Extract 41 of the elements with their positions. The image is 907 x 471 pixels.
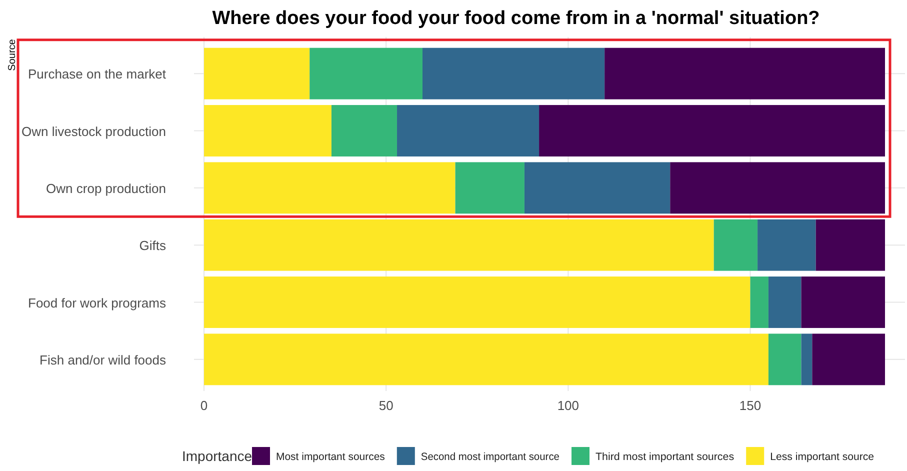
bar bbox=[204, 105, 332, 156]
y-tick-label: Gifts bbox=[139, 238, 166, 254]
legend-label: Second most important source bbox=[420, 451, 564, 463]
y-tick-label: Food for work programs bbox=[28, 295, 166, 310]
legend-label: Less important source bbox=[770, 451, 874, 463]
bar bbox=[204, 276, 750, 328]
bar bbox=[204, 48, 310, 100]
chart-title: Where does your food your food come from in a 'normal' situation? bbox=[212, 8, 820, 29]
y-tick-label: Own crop production bbox=[46, 180, 166, 196]
bar bbox=[524, 162, 670, 214]
bar bbox=[750, 276, 768, 328]
bar bbox=[816, 219, 885, 271]
bar bbox=[331, 105, 398, 156]
bar bbox=[801, 334, 812, 386]
bar bbox=[604, 48, 885, 100]
x-tick-label: 100 bbox=[557, 398, 580, 413]
y-tick-label: Purchase on the market bbox=[28, 66, 166, 82]
bar bbox=[714, 219, 758, 271]
bar bbox=[455, 162, 524, 214]
bar bbox=[801, 276, 885, 328]
y-axis-title: Source bbox=[7, 38, 18, 71]
bar bbox=[670, 162, 885, 214]
bar bbox=[422, 48, 605, 100]
legend-label: Most important sources bbox=[276, 451, 386, 463]
bar bbox=[204, 219, 714, 271]
x-tick-label: 0 bbox=[200, 398, 208, 413]
y-tick-label: Fish and/or wild foods bbox=[40, 352, 166, 368]
legend-label: Third most important sources bbox=[596, 451, 734, 463]
bar bbox=[397, 105, 540, 156]
bar bbox=[310, 48, 423, 100]
x-tick-label: 50 bbox=[378, 398, 394, 413]
bar bbox=[204, 334, 768, 386]
bar bbox=[758, 219, 816, 271]
bar bbox=[539, 105, 885, 156]
bar bbox=[768, 276, 802, 328]
x-tick-label: 150 bbox=[739, 398, 762, 413]
legend-title: Importance bbox=[182, 448, 252, 464]
bar bbox=[768, 334, 802, 386]
y-tick-label: Own livestock production bbox=[21, 124, 166, 139]
bar bbox=[204, 162, 456, 214]
bar bbox=[812, 334, 885, 386]
